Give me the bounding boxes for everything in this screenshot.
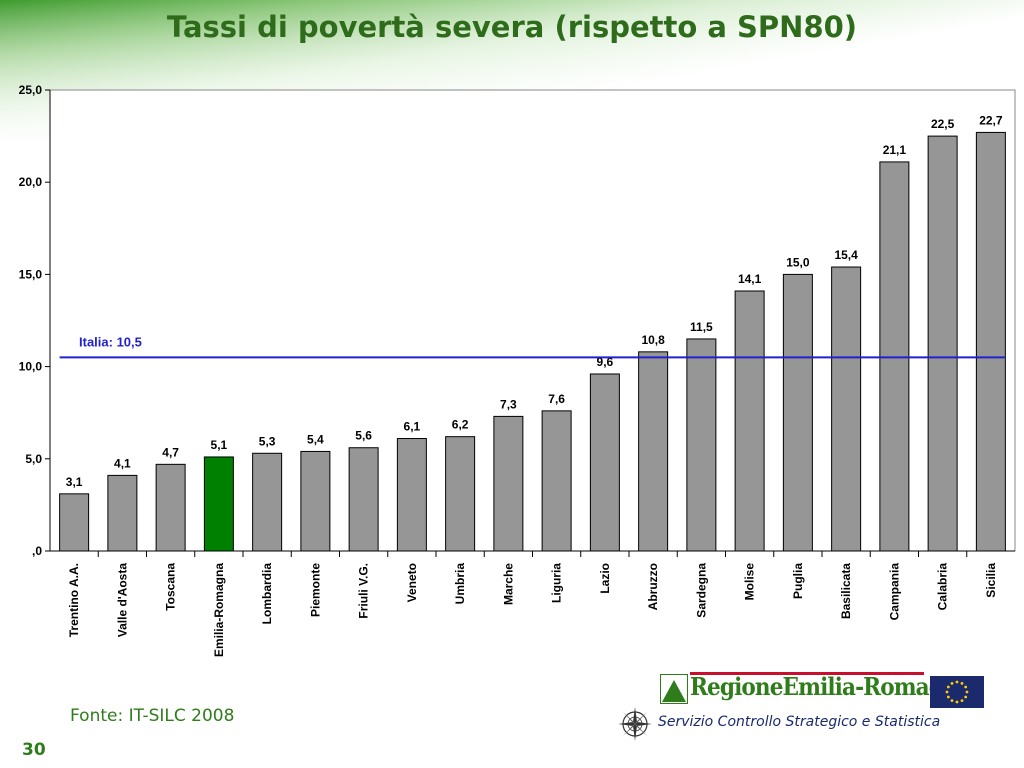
bar [445,436,476,552]
eu-star [946,685,950,689]
eu-star [950,681,954,685]
region-logo-mark [660,674,688,704]
y-tick-label: 25,0 [19,83,43,97]
eu-star [950,699,954,703]
page-title: Tassi di povertà severa (rispetto a SPN8… [166,10,858,44]
x-tick-label: Sardegna [694,563,708,618]
bar [686,338,717,552]
eu-star [965,690,969,694]
x-tick-label: Abruzzo [646,563,660,610]
x-tick-label: Liguria [550,563,564,603]
eu-star [964,695,968,699]
x-tick-label: Basilicata [839,563,853,619]
bar [107,474,138,552]
data-label: 4,7 [162,445,179,459]
service-name: Servizio Controllo Strategico e Statisti… [658,714,941,730]
eu-star [955,700,959,704]
x-tick-label: Valle d'Aosta [115,563,129,638]
data-label: 14,1 [738,272,762,286]
eu-star [945,690,949,694]
bar-chart: ,0 5,0 10,0 15,0 20,0 25,0 3,1 Trentino A.A. 4,1… [19,83,1016,657]
x-tick-label: Puglia [791,563,805,599]
bar [396,438,427,552]
data-label: 22,5 [931,117,955,131]
x-tick-label: Lombardia [260,563,274,625]
eu-star [964,685,968,689]
region-logo: RegioneEmilia-Romagna [660,672,990,712]
region-logo-bar [690,672,924,675]
y-tick-label: 20,0 [19,175,43,189]
data-label: 11,5 [690,320,713,334]
data-label: 7,3 [500,397,517,411]
x-tick-label: Toscana [164,563,178,611]
bar [975,131,1006,552]
data-label: 5,1 [211,438,228,452]
bar [155,463,186,552]
eu-star [960,699,964,703]
bar [589,373,620,552]
compass-icon [618,707,652,741]
data-label: 15,4 [834,248,858,262]
x-tick-label: Umbria [453,563,467,605]
eu-star [955,680,959,684]
reference-line-label: Italia: 10,5 [79,334,142,349]
plot-area [49,89,1016,552]
x-tick-label: Emilia-Romagna [212,563,226,657]
bar [831,266,862,552]
bar [252,452,283,552]
data-label: 6,1 [404,420,421,434]
bar [782,273,813,552]
x-tick-label: Piemonte [308,563,322,617]
data-label: 5,6 [355,429,372,443]
data-label: 15,0 [786,255,810,269]
bar [638,351,669,552]
data-label: 4,1 [114,456,131,470]
y-tick-label: 15,0 [19,267,43,281]
x-tick-label: Veneto [405,563,419,602]
y-tick-label: 10,0 [19,360,43,374]
y-tick-label: ,0 [32,544,42,558]
data-label: 10,8 [641,333,665,347]
data-label: 7,6 [548,392,565,406]
x-tick-label: Marche [501,563,515,605]
x-tick-label: Calabria [936,563,950,611]
data-label: 5,4 [307,432,324,446]
bar [541,410,572,552]
x-tick-label: Lazio [598,563,612,594]
data-label: 21,1 [883,143,907,157]
bar [300,450,331,552]
x-tick-label: Friuli V.G. [357,563,371,619]
x-tick-label: Sicilia [984,563,998,598]
data-label: 9,6 [597,355,614,369]
x-tick-label: Molise [743,563,757,601]
eu-flag-icon [930,676,984,708]
eu-star [946,695,950,699]
data-label: 3,1 [66,475,83,489]
x-tick-label: Campania [887,563,901,621]
data-label: 5,3 [259,434,276,448]
y-tick-label: 5,0 [25,452,42,466]
bar [927,135,958,552]
source-note: Fonte: IT-SILC 2008 [70,706,235,726]
bar [59,493,90,552]
region-logo-text: RegioneEmilia-Romagna [690,672,972,701]
bar [348,447,379,552]
bar [734,290,765,552]
bar [203,456,234,552]
bar [493,415,524,552]
x-tick-label: Trentino A.A. [67,563,81,637]
data-label: 6,2 [452,418,469,432]
data-label: 22,7 [979,113,1003,127]
eu-star [960,681,964,685]
page-number: 30 [22,740,46,760]
